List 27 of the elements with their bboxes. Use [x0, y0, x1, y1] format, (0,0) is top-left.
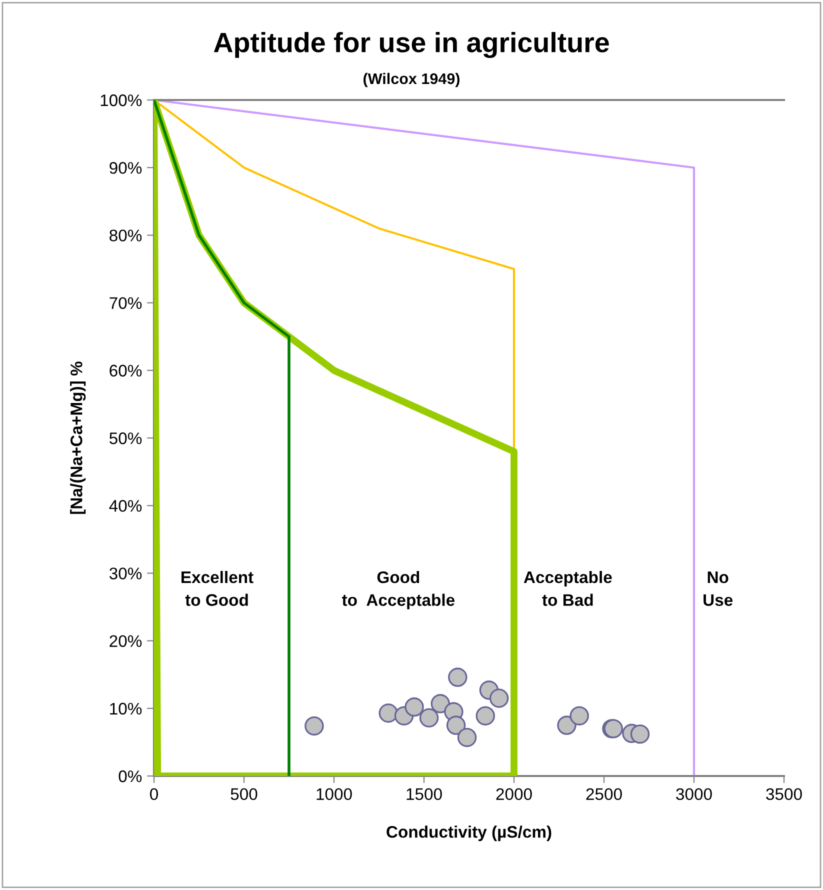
y-tick-label: 30%	[109, 568, 142, 580]
y-tick-label: 90%	[110, 162, 142, 174]
x-tick-label: 1000	[316, 788, 352, 800]
x-tick-label: 3500	[766, 788, 802, 800]
y-tick-label: 20%	[110, 635, 142, 648]
y-tick-label: 50%	[110, 432, 142, 444]
x-tick-label: 1500	[406, 788, 442, 800]
y-tick-label: 80%	[110, 230, 142, 242]
x-tick-label: 2500	[586, 788, 622, 800]
y-tick-label: 40%	[109, 500, 142, 512]
y-tick-label: 60%	[110, 364, 142, 377]
y-axis-title: [Na/(Na+Ca+Mg)] %	[70, 362, 86, 514]
annotation: No Use	[704, 572, 733, 606]
y-tick-label: 70%	[110, 297, 142, 310]
y-tick-label: 10%	[110, 702, 142, 715]
y-tick-label: 100%	[100, 94, 142, 106]
y-tick-label: 0%	[118, 770, 142, 782]
x-tick-label: 0	[150, 788, 158, 800]
chart-subtitle: (Wilcox 1949)	[364, 72, 460, 88]
x-tick-label: 2000	[496, 788, 532, 800]
annotation: Acceptable to Bad	[524, 570, 612, 606]
annotation: Good to Acceptable	[342, 570, 455, 610]
chart-title: Aptitude for use in agriculture	[214, 32, 609, 58]
x-tick-label: 500	[230, 788, 258, 800]
annotation: Excellent to Good	[182, 570, 254, 606]
x-tick-label: 3000	[676, 788, 712, 800]
x-axis-title: Conductivity (µS/cm)	[386, 826, 552, 842]
